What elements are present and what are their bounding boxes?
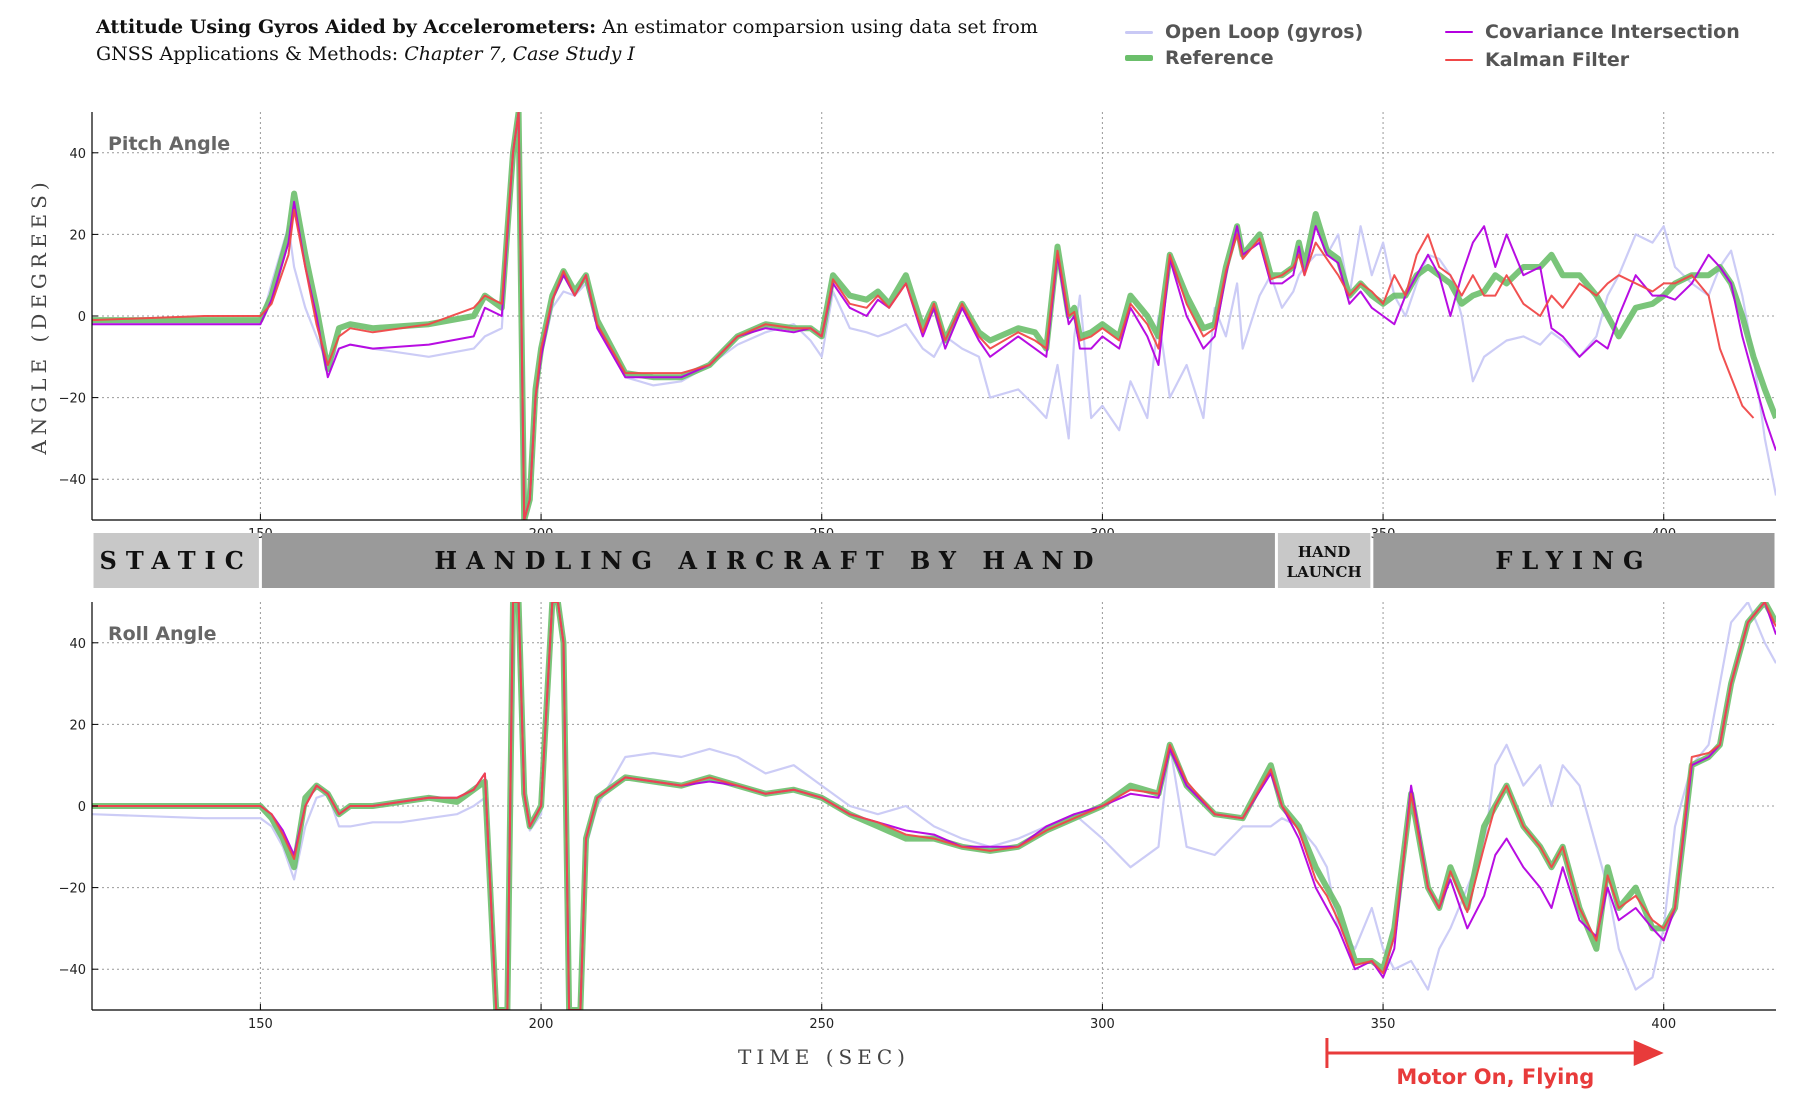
series-line-open-loop-gyros: [92, 602, 1776, 1010]
panel-pitch-angle: −40−2002040150200250300350400Pitch Angle…: [27, 112, 1776, 542]
tick-label-y--40: −40: [59, 963, 86, 978]
subtitle-plain: GNSS Applications & Methods:: [96, 43, 405, 65]
tick-label-x-150: 150: [248, 1017, 273, 1032]
panel-label-pitch-angle: Pitch Angle: [108, 133, 230, 155]
legend-item-covariance-intersection: Covariance Intersection: [1445, 18, 1740, 46]
tick-label-y-40: 40: [69, 637, 86, 652]
tick-label-y-40: 40: [69, 147, 86, 162]
series-line-kalman-filter: [92, 602, 1776, 1010]
subtitle-italic: Chapter 7, Case Study I: [404, 43, 635, 65]
phase-block-static: [93, 533, 259, 588]
annotation-label: Motor On, Flying: [1396, 1065, 1594, 1089]
legend-item-kalman-filter: Kalman Filter: [1445, 46, 1629, 74]
phase-band: STATIC HANDLING AIRCRAFT BY HAND HAND LAUNC…: [93, 533, 1775, 588]
tick-label-y-0: 0: [78, 310, 86, 325]
tick-label-y--40: −40: [59, 473, 86, 488]
phase-block-hand-launch: [1277, 533, 1371, 588]
tick-label-x-250: 250: [809, 1017, 834, 1032]
legend-label-open-loop: Open Loop (gyros): [1165, 21, 1364, 43]
legend-swatch-reference: [1125, 55, 1153, 61]
phase-label-static: STATIC: [100, 546, 253, 575]
phase-label-handling-aircraft-by-hand: HANDLING AIRCRAFT BY HAND: [434, 546, 1102, 575]
tick-label-x-350: 350: [1371, 1017, 1396, 1032]
tick-label-y-20: 20: [69, 228, 86, 243]
legend: Open Loop (gyros) Reference Covariance I…: [1125, 18, 1785, 88]
phase-block-flying: [1373, 533, 1775, 588]
annotation-arrow-head: [1633, 1040, 1664, 1066]
x-axis-title: TIME (SEC): [738, 1045, 910, 1069]
figure-title: Attitude Using Gyros Aided by Accelerome…: [96, 14, 1038, 68]
legend-label-covariance-intersection: Covariance Intersection: [1485, 21, 1740, 43]
title-bold: Attitude Using Gyros Aided by Accelerome…: [96, 16, 597, 38]
y-axis-title: ANGLE (DEGREES): [27, 177, 51, 455]
tick-label-y--20: −20: [59, 882, 86, 897]
legend-label-reference: Reference: [1165, 47, 1274, 69]
phase-label-hand-launch-line2: LAUNCH: [1287, 563, 1362, 581]
panel-label-roll-angle: Roll Angle: [108, 623, 217, 645]
legend-item-open-loop: Open Loop (gyros): [1125, 18, 1363, 46]
legend-swatch-open-loop: [1125, 30, 1153, 34]
tick-label-x-300: 300: [1090, 1017, 1115, 1032]
motor-on-annotation: Motor On, Flying: [1325, 1038, 1664, 1089]
tick-label-y-0: 0: [78, 800, 86, 815]
legend-label-kalman-filter: Kalman Filter: [1485, 49, 1630, 71]
series-line-kalman-filter: [92, 112, 1755, 520]
tick-label-x-200: 200: [529, 1017, 554, 1032]
tick-label-x-400: 400: [1651, 1017, 1676, 1032]
legend-swatch-covariance-intersection: [1445, 31, 1473, 33]
legend-item-reference: Reference: [1125, 44, 1274, 72]
legend-swatch-kalman-filter: [1445, 59, 1473, 61]
tick-label-y-20: 20: [69, 718, 86, 733]
panel-roll-angle: −40 −20 0 20 40 150 200 250 300 350 400 Roll Angle T…: [59, 602, 1776, 1069]
title-rest: An estimator comparsion using data set f…: [596, 16, 1038, 38]
tick-label-y--20: −20: [59, 392, 86, 407]
phase-block-handling-aircraft-by-hand: [261, 533, 1275, 588]
phase-label-hand-launch-line1: HAND: [1298, 543, 1351, 561]
phase-label-flying: FLYING: [1495, 546, 1652, 575]
